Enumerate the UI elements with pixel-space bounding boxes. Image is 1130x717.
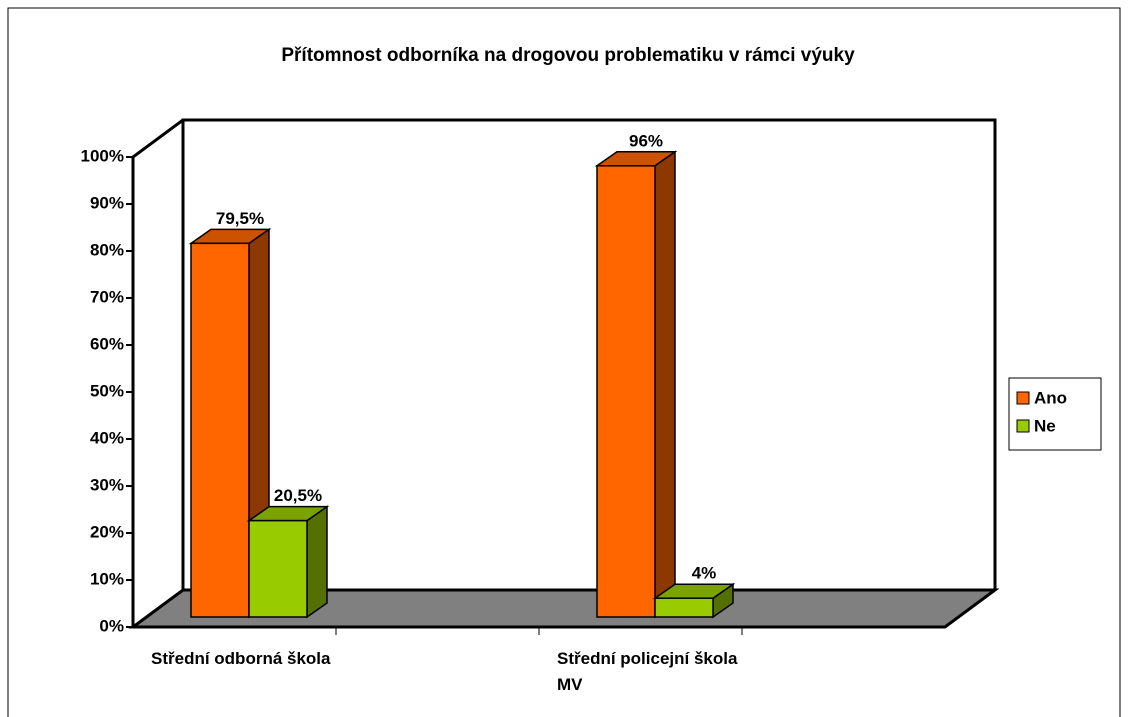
data-label: 79,5% (216, 209, 264, 228)
chart-title: Přítomnost odborníka na drogovou problem… (281, 45, 855, 66)
y-tick-label: 90% (90, 193, 124, 212)
y-tick-label: 50% (90, 381, 124, 400)
y-tick-label: 30% (90, 475, 124, 494)
bar-side (306, 505, 328, 619)
bar-side (654, 150, 676, 619)
bar (190, 242, 250, 618)
data-label: 20,5% (274, 486, 322, 505)
bar (596, 165, 656, 618)
legend-swatch (1016, 391, 1030, 405)
y-tick-label: 40% (90, 428, 124, 447)
y-tick-label: 0% (99, 616, 124, 635)
y-tick-label: 10% (90, 569, 124, 588)
y-tick-label: 100% (81, 146, 124, 165)
x-tick-label: Střední odborná škola (151, 649, 331, 668)
legend (1008, 377, 1102, 451)
x-tick-label: Střední policejní škola MV (557, 649, 738, 694)
bar (654, 597, 714, 618)
y-tick-label: 60% (90, 334, 124, 353)
legend-label: Ano (1034, 388, 1067, 407)
data-label: 4% (692, 564, 717, 583)
y-tick-label: 20% (90, 522, 124, 541)
data-label: 96% (629, 131, 663, 150)
y-tick-label: 80% (90, 240, 124, 259)
back-wall (181, 118, 997, 590)
legend-swatch (1016, 419, 1030, 433)
y-tick-label: 70% (90, 287, 124, 306)
legend-label: Ne (1034, 416, 1056, 435)
bar (248, 519, 308, 618)
